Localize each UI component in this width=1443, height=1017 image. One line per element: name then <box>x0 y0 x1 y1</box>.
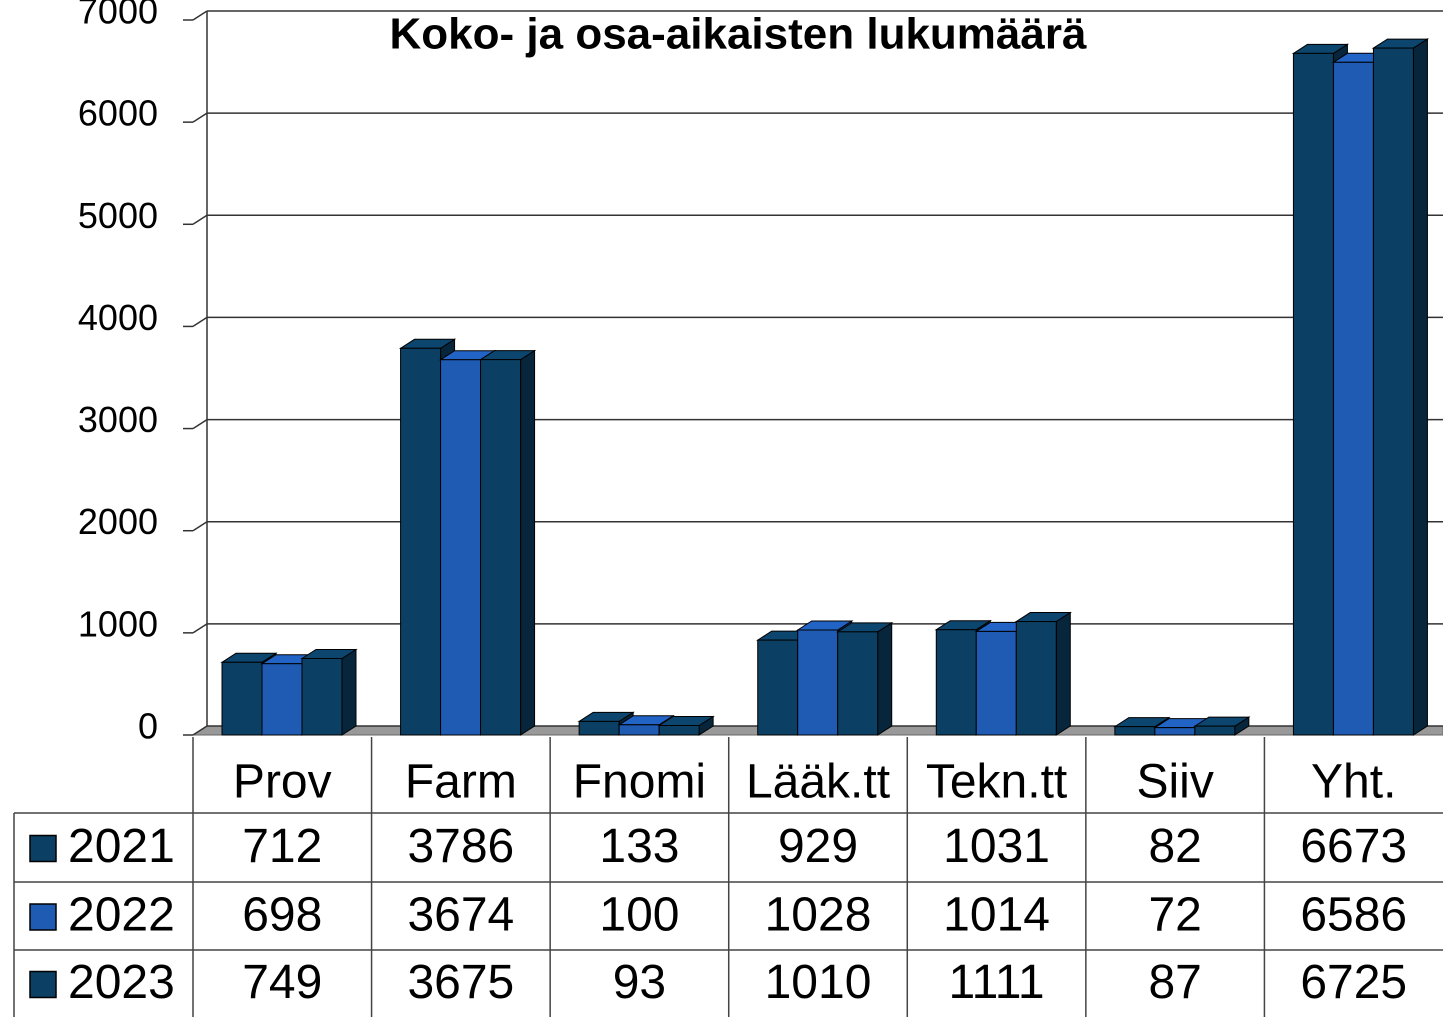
bar <box>757 639 799 736</box>
table-value: 6725 <box>1300 956 1407 1009</box>
table-value: 82 <box>1148 820 1201 873</box>
bar-side <box>1055 611 1071 736</box>
table-value: 698 <box>242 889 322 942</box>
bar <box>837 631 879 736</box>
table-value: 93 <box>613 956 666 1009</box>
table-value: 3786 <box>407 820 514 873</box>
y-tick-label: 7000 <box>78 0 158 32</box>
table-value: 929 <box>778 820 858 873</box>
bar <box>658 725 700 736</box>
category-label: Lääk.tt <box>746 756 890 809</box>
bar <box>301 657 343 736</box>
legend-label: 2022 <box>68 889 175 942</box>
bar <box>935 629 977 736</box>
grid-line <box>192 623 208 634</box>
bar-side <box>877 621 893 736</box>
bar <box>400 347 442 736</box>
category-label: Fnomi <box>573 756 706 809</box>
table-value: 3674 <box>407 889 514 942</box>
y-tick-label: 1000 <box>78 603 158 644</box>
category-label: Farm <box>405 756 517 809</box>
legend-label: 2021 <box>68 820 175 873</box>
table-value: 1031 <box>943 820 1050 873</box>
grid-line <box>192 725 208 736</box>
bar <box>797 629 839 736</box>
legend-label: 2023 <box>68 956 175 1009</box>
bar <box>1292 52 1334 736</box>
bar-side <box>1412 38 1428 736</box>
table-value: 1111 <box>949 956 1045 1009</box>
bar-side <box>520 349 536 736</box>
table-value: 100 <box>599 889 679 942</box>
table-value: 87 <box>1148 956 1201 1009</box>
table-value: 72 <box>1148 889 1201 942</box>
bar <box>440 359 482 736</box>
y-tick-label: 4000 <box>78 297 158 338</box>
bar <box>975 630 1017 736</box>
category-label: Prov <box>233 756 332 809</box>
bar <box>221 661 263 736</box>
table-value: 1010 <box>765 956 872 1009</box>
table-value: 712 <box>242 820 322 873</box>
table-value: 3675 <box>407 956 514 1009</box>
bar <box>1015 621 1057 736</box>
category-label: Siiv <box>1136 756 1213 809</box>
table-value: 6673 <box>1300 820 1407 873</box>
y-tick-label: 2000 <box>78 501 158 542</box>
y-tick-label: 0 <box>138 706 158 747</box>
y-tick-label: 3000 <box>78 399 158 440</box>
grid-line <box>192 10 208 21</box>
grid-line <box>192 112 208 123</box>
legend-key <box>29 970 57 999</box>
bar <box>1114 726 1156 736</box>
category-label: Yht. <box>1311 756 1396 809</box>
bar <box>1154 727 1196 736</box>
grid-line <box>192 316 208 328</box>
category-label: Tekn.tt <box>926 756 1067 809</box>
y-tick-label: 5000 <box>78 195 158 236</box>
bar <box>1194 725 1236 736</box>
bar <box>618 724 660 736</box>
table-value: 6586 <box>1300 889 1407 942</box>
y-tick-label: 6000 <box>78 93 158 134</box>
table-value: 1014 <box>943 889 1050 942</box>
table-value: 749 <box>242 956 322 1009</box>
bar <box>1332 61 1374 736</box>
table-value: 1028 <box>765 889 872 942</box>
legend-key <box>29 834 57 863</box>
table-value: 133 <box>599 820 679 873</box>
bar <box>480 359 522 736</box>
grid-line <box>192 418 208 430</box>
grid-line <box>192 214 208 225</box>
bar <box>578 720 620 736</box>
chart-title: Koko- ja osa-aikaisten lukumäärä <box>390 10 1087 59</box>
bar-side <box>341 648 357 736</box>
bar <box>261 663 303 736</box>
grid-line <box>192 521 208 532</box>
bar <box>1372 47 1414 736</box>
legend-key <box>29 903 57 931</box>
